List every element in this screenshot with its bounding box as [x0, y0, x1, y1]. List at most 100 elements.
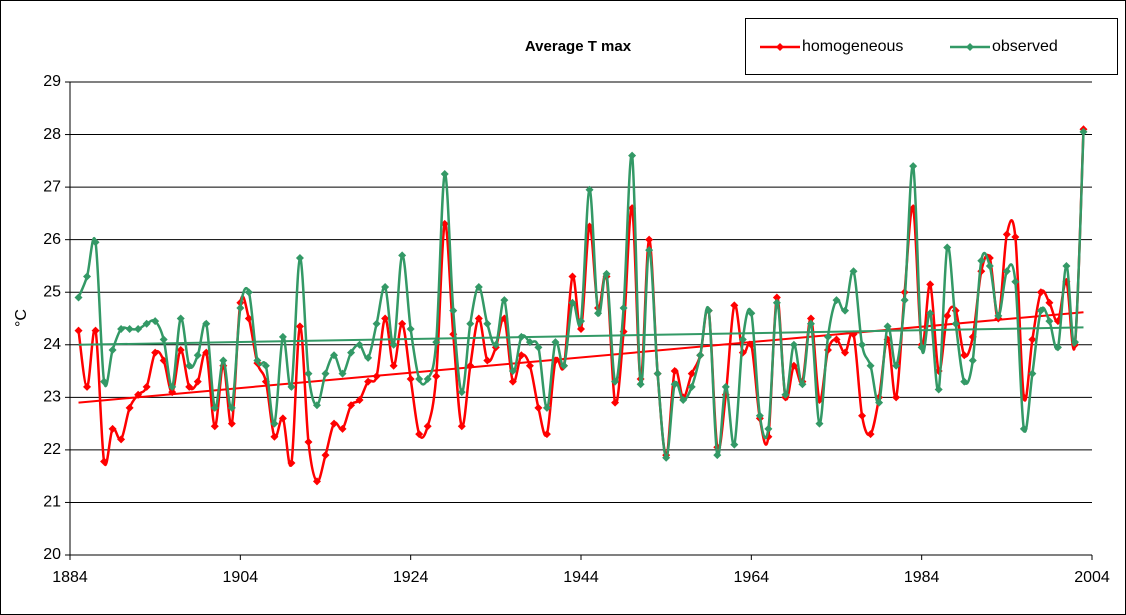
point — [176, 314, 185, 323]
point — [304, 438, 313, 447]
point — [926, 309, 935, 318]
point — [892, 393, 901, 402]
point — [917, 343, 926, 352]
point — [858, 340, 867, 349]
point — [381, 314, 390, 323]
point — [1011, 277, 1020, 286]
point — [738, 335, 747, 344]
point — [151, 348, 160, 357]
point — [449, 306, 458, 315]
point — [517, 332, 526, 341]
point — [696, 351, 705, 360]
point — [406, 325, 415, 334]
point — [159, 335, 168, 344]
point — [168, 382, 177, 391]
point — [985, 261, 994, 270]
point — [806, 314, 815, 323]
point — [841, 348, 850, 357]
point — [83, 382, 92, 391]
point — [389, 340, 398, 349]
point — [781, 390, 790, 399]
point — [534, 403, 543, 412]
point — [841, 306, 850, 315]
point — [900, 296, 909, 305]
point — [866, 361, 875, 370]
point — [117, 435, 126, 444]
point — [176, 346, 185, 355]
point — [806, 319, 815, 328]
point — [679, 395, 688, 404]
point — [330, 351, 339, 360]
point — [210, 422, 219, 431]
point — [74, 293, 83, 302]
point — [730, 301, 739, 310]
x-tick-label: 1984 — [904, 569, 940, 586]
point — [542, 430, 551, 439]
point — [227, 419, 236, 428]
point — [466, 361, 475, 370]
point — [611, 398, 620, 407]
point — [525, 338, 534, 347]
point — [466, 319, 475, 328]
point — [670, 367, 679, 376]
point — [892, 361, 901, 370]
point — [577, 325, 585, 334]
point — [1070, 338, 1079, 347]
legend-label: observed — [992, 38, 1058, 55]
point — [440, 169, 449, 178]
legend-marker — [966, 43, 974, 51]
point — [943, 243, 952, 252]
point — [883, 322, 892, 331]
x-tick-label: 1924 — [393, 569, 429, 586]
point — [517, 351, 526, 360]
point — [670, 380, 679, 389]
point — [815, 419, 824, 428]
point — [304, 369, 313, 378]
point — [338, 424, 347, 433]
point — [500, 296, 509, 305]
point — [415, 374, 424, 383]
point — [100, 377, 109, 386]
point — [832, 335, 841, 344]
point — [185, 361, 194, 370]
point — [798, 380, 807, 389]
point — [1045, 317, 1054, 326]
point — [687, 382, 696, 391]
point — [168, 388, 177, 397]
point — [287, 459, 296, 468]
point — [398, 319, 407, 328]
point — [142, 382, 151, 391]
point — [1045, 298, 1054, 307]
point — [389, 361, 398, 370]
legend-box — [745, 18, 1118, 75]
point — [662, 453, 671, 462]
point — [372, 372, 381, 381]
y-tick-label: 25 — [43, 283, 61, 300]
point — [432, 338, 441, 347]
point — [125, 403, 134, 412]
point — [1062, 261, 1071, 270]
point — [559, 361, 568, 370]
point — [125, 325, 134, 334]
point — [270, 419, 279, 428]
point — [704, 306, 713, 315]
point — [364, 377, 373, 386]
x-tick-label: 1944 — [563, 569, 599, 586]
point — [483, 356, 492, 365]
point — [151, 317, 160, 326]
point — [219, 356, 228, 365]
y-tick-label: 21 — [43, 494, 61, 511]
point — [134, 325, 143, 334]
y-tick-label: 22 — [43, 441, 61, 458]
point — [994, 311, 1003, 320]
point — [108, 424, 117, 433]
point — [628, 151, 637, 160]
point — [960, 377, 969, 386]
point — [364, 353, 373, 362]
point — [585, 185, 594, 194]
x-tick-label: 1884 — [52, 569, 88, 586]
point — [244, 314, 253, 323]
point — [577, 317, 585, 326]
point — [619, 303, 628, 312]
